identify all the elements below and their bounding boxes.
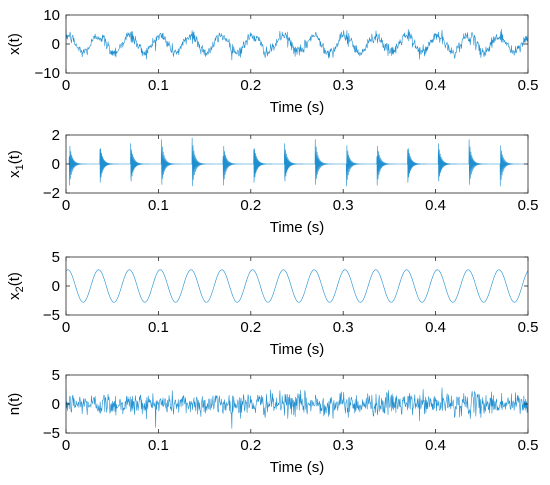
x-tick-label: 0.5 xyxy=(518,197,539,214)
x-tick-label: 0.4 xyxy=(425,77,446,94)
x-tick-label: 0.1 xyxy=(148,197,169,214)
y-axis-label-base: x xyxy=(6,170,23,178)
y-tick-label: −5 xyxy=(43,307,60,324)
y-tick-label: 2 xyxy=(52,127,60,144)
x-tick-label: 0.3 xyxy=(333,77,354,94)
y-axis-label-base: x xyxy=(6,292,23,300)
x-axis-label: Time (s) xyxy=(270,341,324,358)
x-tick-label: 0.5 xyxy=(518,437,539,454)
x-axis-label: Time (s) xyxy=(270,459,324,476)
x-tick-label: 0 xyxy=(62,197,70,214)
y-axis-label: x2(t) xyxy=(6,272,26,300)
x-tick-label: 0.1 xyxy=(148,437,169,454)
y-axis-label: x1(t) xyxy=(6,150,26,178)
x-tick-label: 0.5 xyxy=(518,319,539,336)
x-tick-label: 0 xyxy=(62,319,70,336)
series-line-x1 xyxy=(66,137,528,187)
x-tick-label: 0.3 xyxy=(333,437,354,454)
y-axis-label: x(t) xyxy=(6,33,23,55)
x-tick-label: 0.5 xyxy=(518,77,539,94)
y-tick-label: 0 xyxy=(52,156,60,173)
y-tick-label: 0 xyxy=(52,396,60,413)
series-line-x2 xyxy=(66,269,528,303)
x-tick-label: 0.4 xyxy=(425,437,446,454)
x-axis-label: Time (s) xyxy=(270,219,324,236)
x-tick-label: 0.2 xyxy=(240,77,261,94)
axes-box xyxy=(65,256,529,316)
x-tick-label: 0.4 xyxy=(425,319,446,336)
x-tick-label: 0.2 xyxy=(240,437,261,454)
x-tick-label: 0.2 xyxy=(240,319,261,336)
x-tick-label: 0 xyxy=(62,77,70,94)
y-axis-label: n(t) xyxy=(6,393,23,416)
x-tick-label: 0.2 xyxy=(240,197,261,214)
x-tick-label: 0.1 xyxy=(148,319,169,336)
series-line-n xyxy=(66,387,528,429)
x-tick-label: 0.4 xyxy=(425,197,446,214)
y-axis-label-suffix: (t) xyxy=(6,272,23,286)
y-tick-label: −2 xyxy=(43,185,60,202)
y-tick-label: −10 xyxy=(35,65,60,82)
y-tick-label: 10 xyxy=(43,7,60,24)
x-axis-label: Time (s) xyxy=(270,99,324,116)
y-tick-label: −5 xyxy=(43,425,60,442)
y-tick-label: 0 xyxy=(52,278,60,295)
x-tick-label: 0.3 xyxy=(333,197,354,214)
x-tick-label: 0.1 xyxy=(148,77,169,94)
series-line-x xyxy=(66,28,528,61)
y-axis-label-subscript: 2 xyxy=(14,286,26,292)
y-tick-label: 5 xyxy=(52,367,60,384)
y-tick-label: 5 xyxy=(52,249,60,266)
y-axis-label-suffix: (t) xyxy=(6,150,23,164)
x-tick-label: 0 xyxy=(62,437,70,454)
y-axis-label-subscript: 1 xyxy=(14,164,26,170)
y-tick-label: 0 xyxy=(52,36,60,53)
x-tick-label: 0.3 xyxy=(333,319,354,336)
